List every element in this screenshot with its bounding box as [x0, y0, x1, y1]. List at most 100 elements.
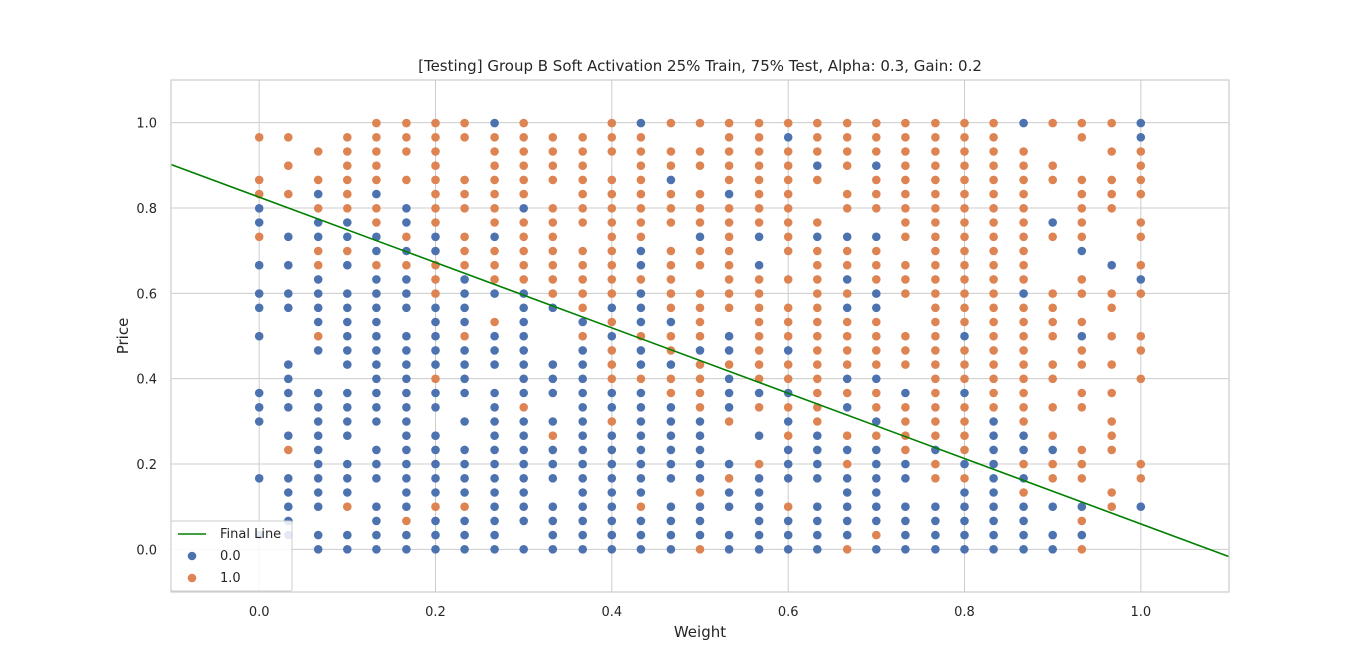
- point-series-0: [402, 388, 411, 398]
- point-series-1: [872, 175, 881, 185]
- point-series-1: [813, 133, 822, 142]
- point-series-1: [578, 175, 587, 185]
- point-series-0: [813, 474, 822, 483]
- point-series-1: [960, 346, 969, 355]
- point-series-1: [1019, 204, 1028, 213]
- point-series-1: [636, 374, 646, 384]
- point-series-1: [813, 218, 822, 227]
- point-series-1: [607, 204, 617, 213]
- point-series-1: [1019, 147, 1028, 156]
- point-series-0: [666, 417, 676, 426]
- point-series-1: [960, 133, 969, 142]
- point-series-1: [636, 175, 646, 185]
- point-series-1: [1107, 431, 1116, 441]
- point-series-1: [960, 403, 969, 412]
- point-series-0: [372, 516, 381, 526]
- point-series-0: [754, 232, 764, 242]
- point-series-0: [578, 374, 587, 384]
- point-series-1: [901, 346, 910, 355]
- point-series-1: [872, 331, 881, 341]
- point-series-0: [402, 488, 411, 497]
- point-series-1: [431, 161, 440, 170]
- point-series-0: [402, 374, 411, 384]
- point-series-1: [519, 189, 528, 199]
- point-series-1: [1077, 403, 1087, 412]
- point-series-0: [754, 530, 764, 540]
- point-series-0: [578, 488, 587, 497]
- point-series-1: [695, 161, 705, 170]
- point-series-0: [724, 488, 734, 497]
- point-series-1: [813, 118, 822, 128]
- point-series-0: [402, 346, 411, 355]
- point-series-0: [724, 530, 734, 540]
- point-series-1: [402, 516, 411, 526]
- point-series-0: [636, 246, 646, 256]
- point-series-1: [931, 346, 940, 355]
- point-series-0: [254, 417, 264, 426]
- point-series-1: [989, 204, 998, 213]
- point-series-1: [1048, 331, 1057, 341]
- point-series-0: [313, 488, 323, 497]
- point-series-0: [872, 374, 881, 384]
- point-series-0: [460, 445, 469, 455]
- point-series-1: [754, 360, 764, 369]
- point-series-1: [931, 374, 940, 384]
- point-series-1: [931, 118, 940, 128]
- point-series-1: [989, 317, 998, 327]
- point-series-0: [578, 530, 587, 540]
- point-series-1: [666, 246, 676, 256]
- point-series-1: [343, 147, 352, 156]
- point-series-1: [402, 175, 411, 185]
- point-series-0: [842, 530, 852, 540]
- point-series-1: [666, 388, 676, 398]
- point-series-1: [754, 147, 764, 156]
- point-series-0: [284, 360, 293, 369]
- point-series-0: [960, 516, 969, 526]
- point-series-1: [519, 133, 528, 142]
- point-series-1: [666, 189, 676, 199]
- point-series-0: [431, 488, 440, 497]
- point-series-1: [872, 317, 881, 327]
- point-series-1: [284, 133, 293, 142]
- point-series-0: [666, 317, 676, 327]
- point-series-0: [490, 360, 499, 369]
- point-series-0: [284, 303, 293, 313]
- y-axis-label: Price: [114, 318, 132, 355]
- point-series-0: [1019, 516, 1028, 526]
- point-series-0: [460, 488, 469, 497]
- point-series-1: [490, 204, 499, 213]
- point-series-1: [1019, 161, 1028, 170]
- point-series-1: [960, 161, 969, 170]
- point-series-1: [460, 133, 469, 142]
- point-series-0: [607, 445, 617, 455]
- point-series-1: [607, 246, 617, 256]
- point-series-1: [1107, 388, 1116, 398]
- point-series-1: [607, 147, 617, 156]
- point-series-1: [1077, 545, 1087, 554]
- point-series-1: [842, 459, 852, 469]
- point-series-0: [519, 346, 528, 355]
- point-series-1: [1048, 303, 1057, 313]
- point-series-1: [989, 260, 998, 270]
- point-series-1: [724, 360, 734, 369]
- point-series-1: [548, 431, 558, 441]
- point-series-1: [960, 474, 969, 483]
- point-series-1: [1136, 346, 1146, 355]
- point-series-1: [872, 246, 881, 256]
- point-series-0: [284, 374, 293, 384]
- point-series-1: [402, 118, 411, 128]
- point-series-0: [578, 360, 587, 369]
- point-series-1: [989, 275, 998, 284]
- point-series-1: [607, 218, 617, 227]
- point-series-1: [548, 246, 558, 256]
- point-series-0: [813, 530, 822, 540]
- point-series-1: [989, 289, 998, 298]
- point-series-0: [931, 502, 940, 512]
- point-series-1: [960, 445, 969, 455]
- point-series-1: [254, 133, 264, 142]
- point-series-1: [431, 275, 440, 284]
- point-series-1: [931, 289, 940, 298]
- point-series-1: [931, 360, 940, 369]
- point-series-1: [1077, 175, 1087, 185]
- point-series-1: [490, 175, 499, 185]
